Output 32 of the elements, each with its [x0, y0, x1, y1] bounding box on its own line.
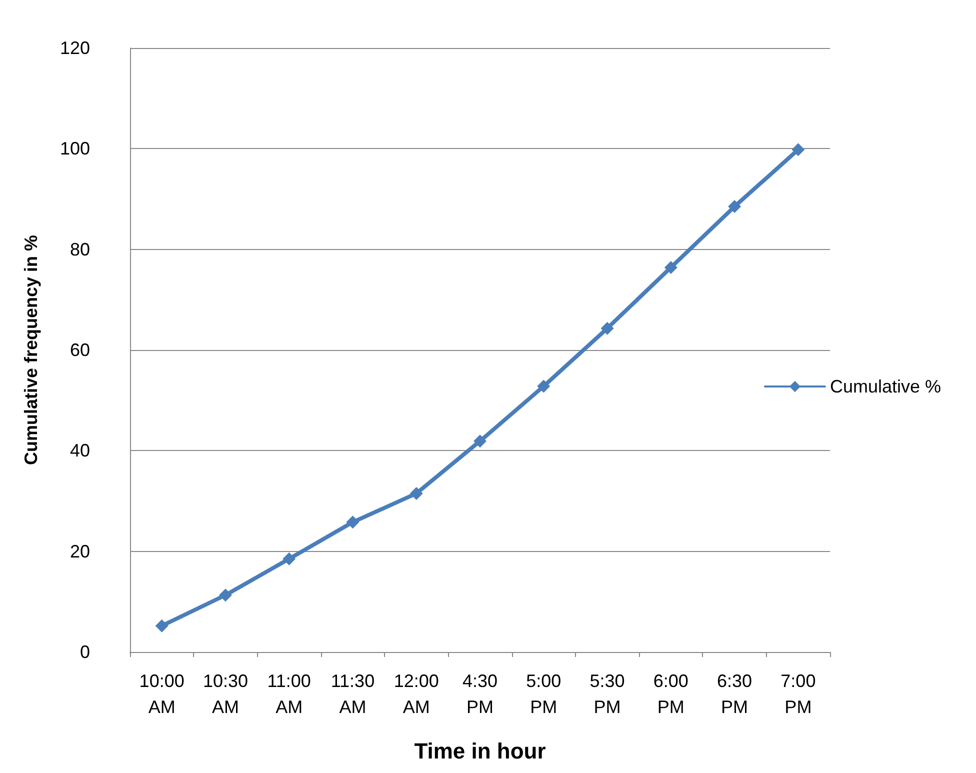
x-tick-label: 5:30 PM	[590, 671, 625, 717]
point	[600, 322, 614, 335]
point	[664, 260, 678, 274]
y-tick-label: 0	[80, 642, 90, 662]
point	[792, 143, 805, 156]
x-tick-label: 5:00 PM	[526, 671, 562, 717]
point	[410, 486, 423, 500]
x-axis-title: Time in hour	[414, 738, 546, 764]
y-tick-label: 80	[70, 239, 90, 260]
point	[474, 434, 486, 448]
point	[282, 552, 296, 566]
point	[155, 619, 168, 632]
y-axis-title: Cumulative frequency in %	[21, 234, 41, 466]
point	[346, 516, 360, 529]
x-tick-label: 4:30 PM	[462, 671, 498, 717]
point	[728, 200, 742, 214]
x-tick-label: 6:30 PM	[717, 671, 752, 717]
y-tick-label: 120	[60, 38, 90, 58]
x-tick-label: 11:00 AM	[267, 671, 311, 717]
x-tick-label: 11:30 AM	[330, 671, 375, 717]
x-tick-label: 10:00 AM	[139, 671, 184, 717]
x-tick-label: 7:00 PM	[780, 671, 816, 717]
y-tick-label: 60	[70, 340, 90, 360]
x-tick-label: 12:00 AM	[394, 671, 439, 717]
y-tick-label: 40	[70, 440, 90, 461]
point	[218, 588, 232, 602]
y-tick-label: 100	[60, 138, 90, 159]
legend-label: Cumulative %	[830, 376, 942, 396]
x-tick-label: 6:00 PM	[653, 671, 688, 717]
y-tick-label: 20	[70, 541, 90, 562]
point	[537, 380, 550, 393]
x-tick-label: 10:30 AM	[202, 671, 248, 717]
